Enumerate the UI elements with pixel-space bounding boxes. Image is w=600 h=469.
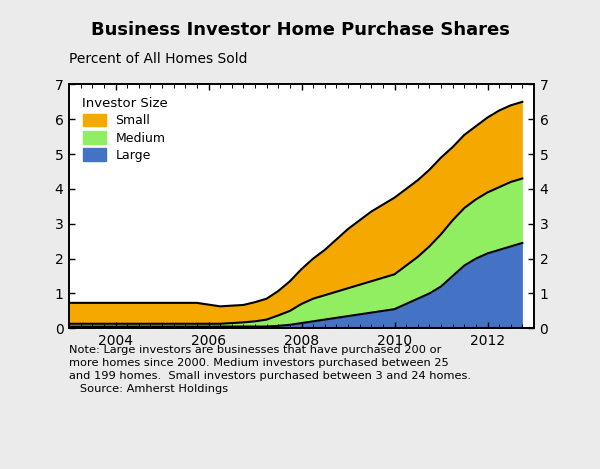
Text: Note: Large investors are businesses that have purchased 200 or
more homes since: Note: Large investors are businesses tha… (69, 345, 471, 394)
Legend: Small, Medium, Large: Small, Medium, Large (75, 91, 173, 168)
Text: Business Investor Home Purchase Shares: Business Investor Home Purchase Shares (91, 22, 509, 39)
Text: Percent of All Homes Sold: Percent of All Homes Sold (69, 52, 248, 66)
